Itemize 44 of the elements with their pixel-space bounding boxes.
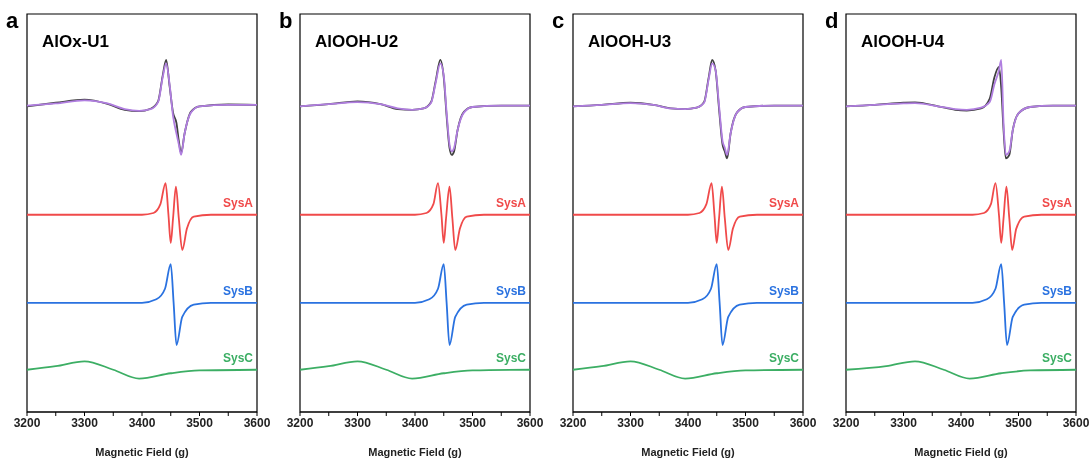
text: b xyxy=(279,8,293,34)
x-axis-title: Magnetic Field (g) xyxy=(641,446,736,458)
text: a xyxy=(6,8,19,34)
x-tick-label: 3600 xyxy=(1062,415,1090,430)
series-label: SysB xyxy=(1041,283,1073,298)
x-tick-label: 3600 xyxy=(516,415,544,430)
x-tick-label: 3300 xyxy=(344,415,372,430)
x-tick-label: 3200 xyxy=(286,415,314,430)
text: d xyxy=(825,8,839,34)
x-tick-label: 3400 xyxy=(128,415,156,430)
series-label: SysC xyxy=(768,350,800,365)
series-label: SysA xyxy=(768,195,800,210)
series-label: SysA xyxy=(1041,195,1073,210)
x-tick-label: 3400 xyxy=(401,415,429,430)
x-axis-title: Magnetic Field (g) xyxy=(368,446,463,458)
x-tick-label: 3600 xyxy=(243,415,271,430)
series-label: SysA xyxy=(495,195,527,210)
chart-title: AlOx-U1 xyxy=(42,32,110,52)
x-tick-label: 3500 xyxy=(186,415,214,430)
x-tick-label: 3300 xyxy=(890,415,918,430)
series-label: SysB xyxy=(495,283,527,298)
x-tick-label: 3500 xyxy=(1005,415,1033,430)
x-tick-label: 3300 xyxy=(617,415,645,430)
x-tick-label: 3200 xyxy=(13,415,41,430)
x-axis-title: Magnetic Field (g) xyxy=(95,446,190,458)
chart-title: AlOOH-U4 xyxy=(861,32,945,52)
x-tick-label: 3400 xyxy=(947,415,975,430)
x-tick-label: 3300 xyxy=(71,415,99,430)
series-label: SysC xyxy=(222,350,254,365)
x-tick-label: 3500 xyxy=(459,415,487,430)
series-label: SysB xyxy=(222,283,254,298)
x-tick-label: 3200 xyxy=(832,415,860,430)
series-label: SysB xyxy=(768,283,800,298)
x-tick-label: 3600 xyxy=(789,415,817,430)
series-label: SysA xyxy=(222,195,254,210)
x-tick-label: 3200 xyxy=(559,415,587,430)
chart-title: AlOOH-U2 xyxy=(315,32,399,52)
series-label: SysC xyxy=(495,350,527,365)
series-label: SysC xyxy=(1041,350,1073,365)
x-tick-label: 3400 xyxy=(674,415,702,430)
x-tick-label: 3500 xyxy=(732,415,760,430)
chart-title: AlOOH-U3 xyxy=(588,32,672,52)
text: c xyxy=(552,8,565,34)
x-axis-title: Magnetic Field (g) xyxy=(914,446,1009,458)
